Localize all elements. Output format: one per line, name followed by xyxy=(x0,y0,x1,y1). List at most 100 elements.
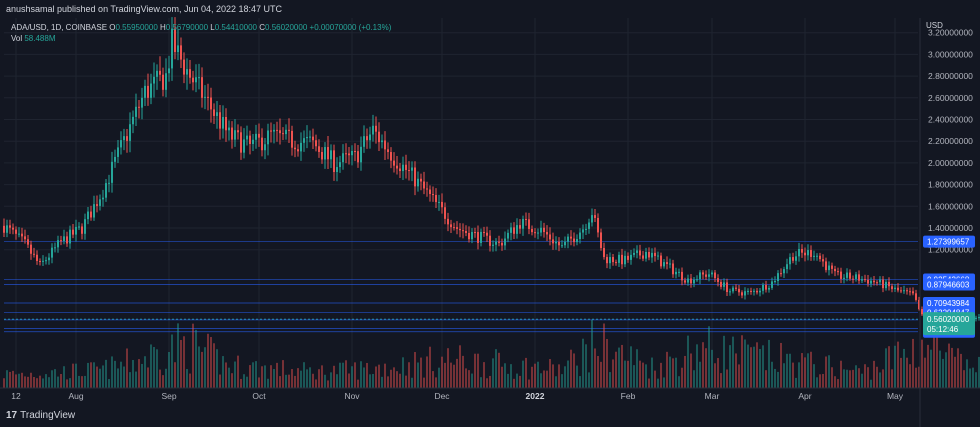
volume-bar xyxy=(192,323,194,388)
candle-body xyxy=(432,194,434,196)
volume-bar xyxy=(279,376,281,388)
volume-bar xyxy=(129,372,131,388)
price-tick-label: 2.80000000 xyxy=(928,71,973,81)
candle-body xyxy=(93,204,95,218)
candle-body xyxy=(237,130,239,133)
candle-body xyxy=(297,149,299,152)
candle-body xyxy=(585,228,587,230)
volume-label[interactable]: Vol xyxy=(11,34,23,43)
volume-bar xyxy=(282,360,284,388)
volume-bar xyxy=(276,362,278,388)
volume-bar xyxy=(534,363,536,388)
candle-body xyxy=(891,286,893,290)
candle-body xyxy=(822,259,824,262)
candle-body xyxy=(900,290,902,292)
volume-bar xyxy=(420,357,422,388)
volume-bar xyxy=(30,372,32,388)
candle-body xyxy=(477,232,479,243)
volume-bar xyxy=(315,379,317,388)
volume-bar xyxy=(153,347,155,388)
volume-bar xyxy=(774,368,776,388)
volume-bar xyxy=(609,372,611,388)
candle-body xyxy=(162,74,164,90)
tradingview-logo-icon: 17 xyxy=(6,410,18,421)
volume-bar xyxy=(780,342,782,388)
candle-body xyxy=(15,229,17,234)
candle-body xyxy=(903,290,905,292)
candle-body xyxy=(483,231,485,233)
volume-bar xyxy=(75,363,77,388)
volume-bar xyxy=(42,378,44,388)
candle-body xyxy=(780,273,782,275)
volume-bar xyxy=(273,368,275,388)
candle-body xyxy=(714,272,716,279)
time-tick-label: Nov xyxy=(344,391,360,401)
candle-body xyxy=(747,290,749,292)
volume-bar xyxy=(783,363,785,388)
volume-bar xyxy=(351,366,353,388)
candle-body xyxy=(549,234,551,240)
candle-body xyxy=(51,247,53,258)
volume-bar xyxy=(51,370,53,388)
currency-label[interactable]: USD xyxy=(926,21,943,30)
volume-bar xyxy=(834,376,836,388)
volume-bar xyxy=(459,345,461,388)
price-axis[interactable]: 3.20000000 3.00000000 2.80000000 2.60000000… xyxy=(928,28,973,255)
candle-body xyxy=(762,284,764,291)
volume-bar xyxy=(582,338,584,388)
candle-body xyxy=(699,272,701,280)
volume-bar xyxy=(507,373,509,388)
volume-bar xyxy=(138,359,140,388)
volume-bar xyxy=(492,358,494,388)
volume-bar xyxy=(702,342,704,388)
volume-bar xyxy=(849,370,851,388)
candle-body xyxy=(594,215,596,218)
candle-body xyxy=(480,231,482,243)
candle-body xyxy=(57,240,59,248)
candle-body xyxy=(42,260,44,262)
volume-bar xyxy=(777,371,779,388)
time-axis[interactable]: 12AugSepOctNovDec2022FebMarAprMayJun xyxy=(11,391,980,401)
time-tick-label: Sep xyxy=(161,391,176,401)
volume-bar xyxy=(423,377,425,388)
candle-body xyxy=(408,170,410,172)
candle-body xyxy=(558,241,560,246)
volume-bar xyxy=(240,378,242,388)
volume-bar xyxy=(573,353,575,388)
price-level-label: 1.27399657 xyxy=(927,238,970,247)
volume-bar xyxy=(168,351,170,388)
volume-bar xyxy=(6,370,8,388)
volume-bar xyxy=(300,370,302,388)
volume-bar xyxy=(306,369,308,388)
volume-bar xyxy=(789,353,791,388)
candle-body xyxy=(375,125,377,132)
volume-bar xyxy=(726,369,728,388)
candle-body xyxy=(777,273,779,282)
volume-bar xyxy=(633,365,635,388)
volume-bar xyxy=(666,351,668,388)
volume-bar xyxy=(99,368,101,388)
volume-bar xyxy=(519,375,521,388)
candle-body xyxy=(372,125,374,135)
volume-bar xyxy=(171,334,173,388)
tradingview-branding[interactable]: 17 TradingView xyxy=(6,410,75,421)
volume-bar xyxy=(966,359,968,388)
candle-body xyxy=(9,225,11,228)
high-label: H xyxy=(160,23,166,32)
candle-body xyxy=(672,263,674,275)
candle-body xyxy=(591,215,593,223)
volume-bar xyxy=(177,323,179,388)
candle-body xyxy=(795,256,797,261)
volume-bar xyxy=(84,375,86,388)
symbol-name[interactable]: ADA/USD, 1D, COINBASE xyxy=(11,23,108,32)
price-tick-label: 1.80000000 xyxy=(928,180,973,190)
volume-bar xyxy=(660,362,662,388)
candle-body xyxy=(213,109,215,116)
candle-body xyxy=(498,241,500,243)
candle-body xyxy=(645,251,647,259)
volume-bar xyxy=(654,370,656,388)
candle-body xyxy=(735,287,737,289)
candle-body xyxy=(108,182,110,184)
candle-body xyxy=(474,232,476,234)
